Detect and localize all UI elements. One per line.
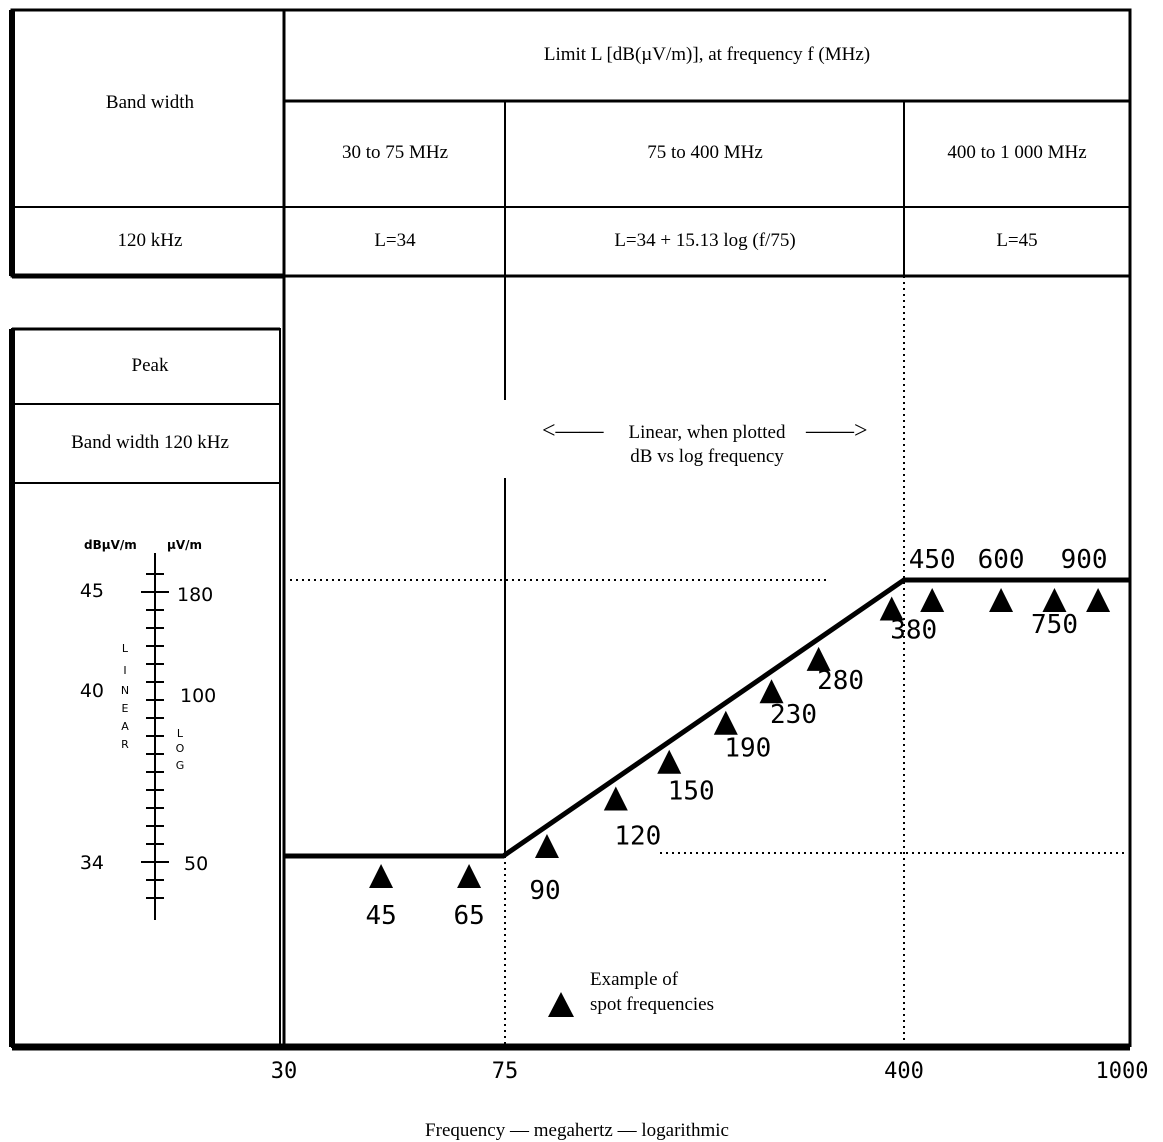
linear-letter-2: I bbox=[123, 664, 126, 677]
spot-label-90: 90 bbox=[529, 876, 560, 906]
log-letter-1: L bbox=[177, 727, 184, 740]
scale-db-40: 40 bbox=[80, 680, 104, 702]
spot-label-45: 45 bbox=[365, 901, 396, 931]
log-letter-3: G bbox=[176, 759, 185, 772]
arrow-left: <—— bbox=[542, 418, 605, 444]
linear-letter-6: R bbox=[121, 738, 129, 751]
spot-marker-900 bbox=[1086, 588, 1111, 612]
detector-label: Peak bbox=[132, 355, 169, 376]
legend-triangle-icon bbox=[548, 992, 574, 1017]
spot-marker-450 bbox=[920, 588, 945, 612]
limit-title: Limit L [dB(µV/m)], at frequency f (MHz) bbox=[544, 44, 870, 65]
spot-marker-380 bbox=[879, 596, 904, 621]
header-table: Band width Limit L [dB(µV/m)], at freque… bbox=[9, 8, 1132, 279]
spot-label-280: 280 bbox=[817, 666, 864, 696]
formula-high: L=45 bbox=[996, 230, 1037, 251]
spot-label-150: 150 bbox=[668, 777, 715, 807]
spot-label-750: 750 bbox=[1031, 610, 1078, 640]
spot-label-120: 120 bbox=[614, 822, 661, 852]
spot-label-900: 900 bbox=[1061, 545, 1108, 575]
linear-note-line1: Linear, when plotted bbox=[629, 422, 786, 443]
spot-label-380: 380 bbox=[890, 616, 937, 646]
x-tick-1000: 1000 bbox=[1096, 1059, 1149, 1084]
linear-letter-4: E bbox=[122, 702, 129, 715]
linear-letter-1: L bbox=[122, 642, 129, 655]
range-75-400: 75 to 400 MHz bbox=[647, 142, 763, 163]
spot-marker-90 bbox=[534, 833, 559, 858]
range-30-75: 30 to 75 MHz bbox=[342, 142, 448, 163]
scale-unit-uv: µV/m bbox=[167, 538, 202, 552]
scale-uv-50: 50 bbox=[184, 853, 208, 875]
scale-db-34: 34 bbox=[80, 852, 104, 874]
scale-db-45: 45 bbox=[80, 580, 104, 602]
x-axis-label: Frequency — megahertz — logarithmic bbox=[425, 1120, 729, 1141]
x-tick-400: 400 bbox=[884, 1059, 924, 1084]
scale-ticks bbox=[141, 573, 169, 899]
scale: dBµV/m µV/m 45 40 34 180 100 50 L I N E … bbox=[80, 538, 216, 920]
spot-marker-190 bbox=[713, 710, 738, 735]
limit-line bbox=[284, 577, 1130, 859]
legend-line1: Example of bbox=[590, 969, 679, 990]
bandwidth-value: 120 kHz bbox=[118, 230, 183, 251]
x-tick-30: 30 bbox=[271, 1059, 298, 1084]
spot-label-450: 450 bbox=[909, 545, 956, 575]
spot-label-600: 600 bbox=[978, 545, 1025, 575]
bandwidth-120-label: Band width 120 kHz bbox=[71, 432, 229, 453]
log-letter-2: O bbox=[176, 742, 185, 755]
bandwidth-title: Band width bbox=[106, 92, 195, 113]
spot-marker-150 bbox=[657, 749, 682, 774]
scale-unit-db: dBµV/m bbox=[84, 538, 137, 552]
spot-label-65: 65 bbox=[453, 901, 484, 931]
linear-note-line2: dB vs log frequency bbox=[630, 446, 784, 467]
formula-mid: L=34 + 15.13 log (f/75) bbox=[614, 230, 795, 251]
spot-marker-45 bbox=[369, 864, 394, 888]
scale-uv-100: 100 bbox=[180, 685, 216, 707]
left-panel: Peak Band width 120 kHz dBµV/m µV/m 45 4… bbox=[9, 327, 281, 1048]
linear-letter-5: A bbox=[121, 720, 129, 733]
spot-label-190: 190 bbox=[724, 734, 771, 764]
spot-label-230: 230 bbox=[770, 700, 817, 730]
spot-marker-230 bbox=[759, 679, 784, 704]
spot-marker-120 bbox=[603, 786, 628, 811]
spot-marker-280 bbox=[806, 646, 831, 671]
linear-letter-3: N bbox=[121, 684, 129, 697]
range-400-1000: 400 to 1 000 MHz bbox=[947, 142, 1086, 163]
arrow-right: ——> bbox=[805, 418, 868, 444]
scale-uv-180: 180 bbox=[177, 584, 213, 606]
spot-marker-65 bbox=[457, 864, 482, 888]
x-axis: 30 75 400 1000 Frequency — megahertz — l… bbox=[271, 1059, 1149, 1141]
legend-line2: spot frequencies bbox=[590, 994, 714, 1015]
x-tick-75: 75 bbox=[492, 1059, 519, 1084]
spot-marker-750 bbox=[1042, 588, 1067, 612]
spot-marker-600 bbox=[989, 588, 1014, 612]
formula-low: L=34 bbox=[374, 230, 416, 251]
